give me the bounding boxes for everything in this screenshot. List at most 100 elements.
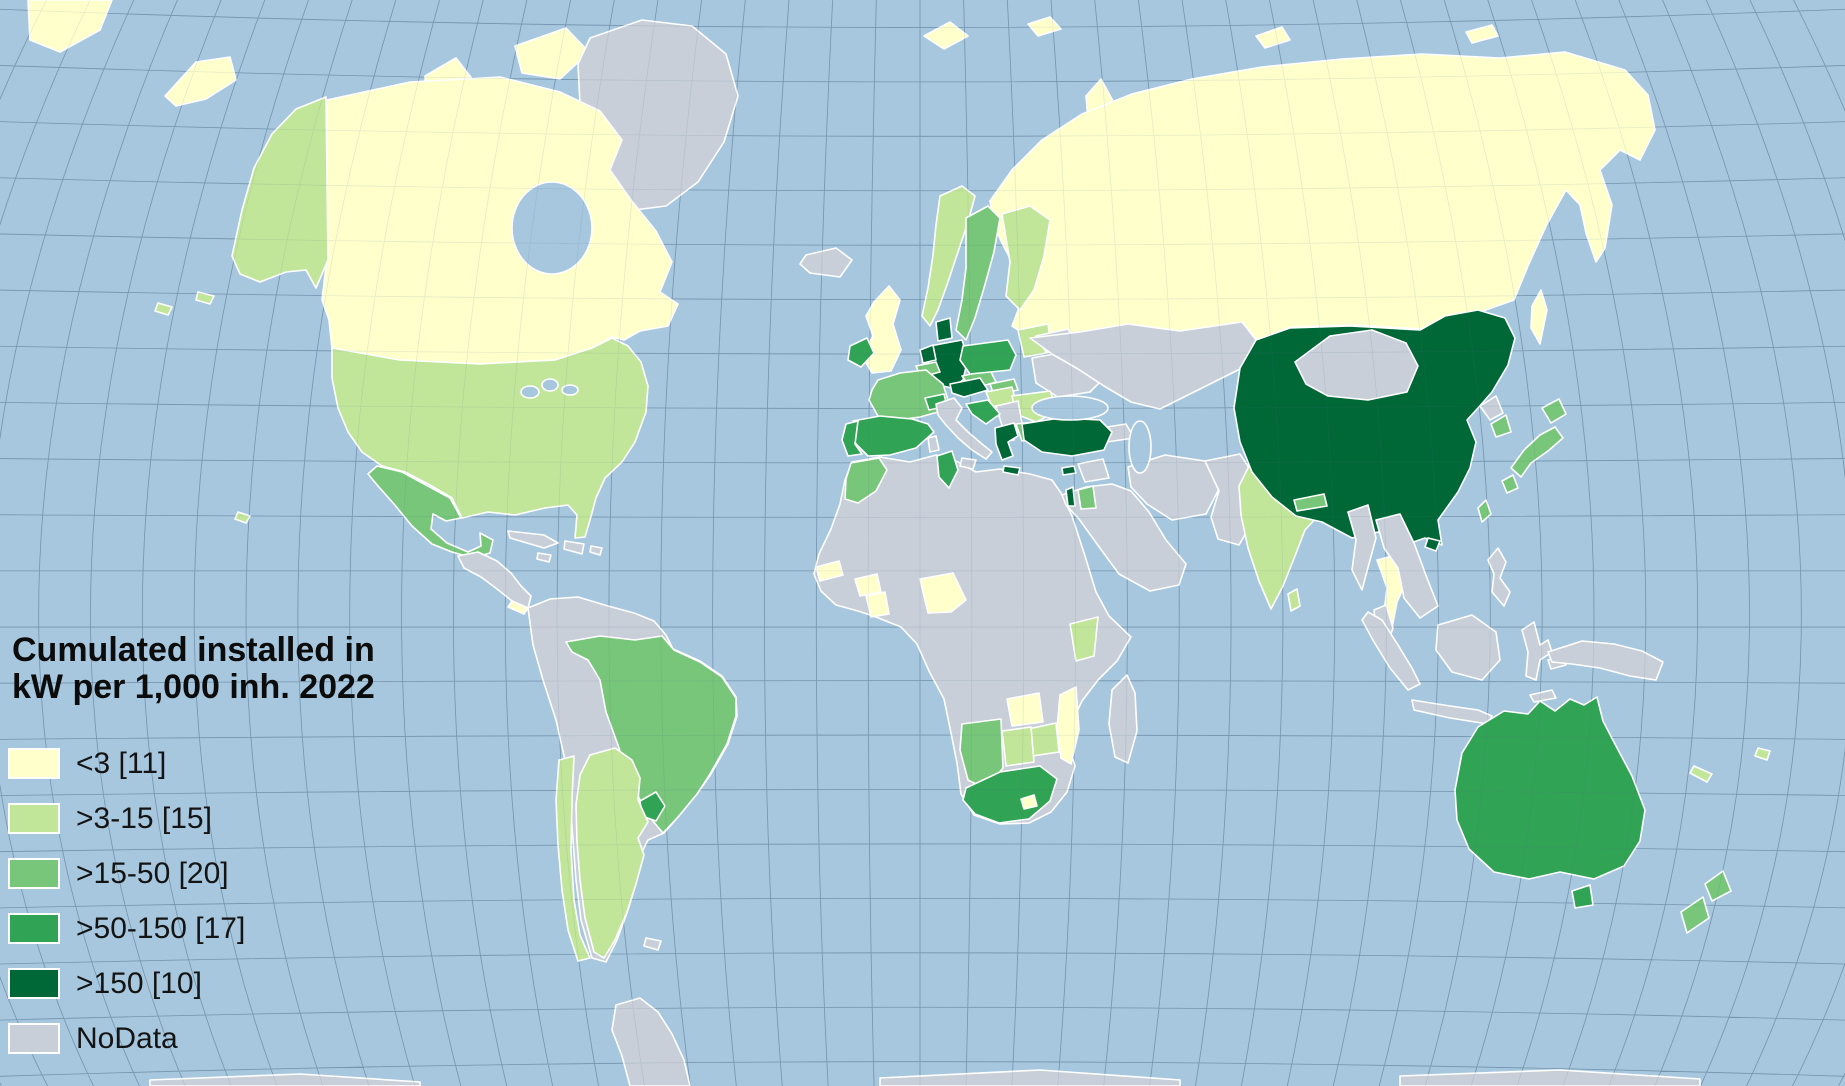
- country-sakhalin: [1530, 289, 1548, 345]
- country-norway: [921, 185, 976, 327]
- legend-label: <3 [11]: [76, 746, 167, 780]
- legend-label: >150 [10]: [76, 966, 202, 1000]
- black-sea: [1031, 395, 1109, 421]
- country-netherlands: [919, 344, 937, 364]
- country-franz-josef-land: [1027, 16, 1062, 37]
- country-senegal: [815, 560, 844, 582]
- legend-item: <3 [11]: [8, 746, 245, 780]
- country-austria: [949, 377, 989, 398]
- legend-label: >3-15 [15]: [76, 801, 212, 835]
- map-title-line2: kW per 1,000 inh. 2022: [12, 668, 375, 706]
- country-south-africa: [962, 765, 1058, 824]
- legend-item: >3-15 [15]: [8, 801, 245, 835]
- region-new-guinea: [1547, 640, 1664, 681]
- country-south-korea: [1490, 414, 1512, 438]
- country-israel: [1065, 486, 1076, 507]
- country-severnaya-zemlya: [1255, 26, 1291, 49]
- country-australia: [1454, 696, 1646, 880]
- country-tasmania: [1571, 884, 1594, 909]
- country-fiji: [1754, 747, 1771, 761]
- legend-label: >50-150 [17]: [76, 911, 246, 945]
- great-lake-2: [541, 378, 559, 392]
- caspian-sea: [1128, 420, 1152, 474]
- country-greece: [994, 422, 1021, 476]
- country-ellesmere-island: [514, 27, 590, 80]
- country-panama: [507, 600, 529, 615]
- country-slovenia-croatia: [965, 399, 1001, 425]
- region-borneo: [1435, 614, 1501, 681]
- country-chukotka-corner: [27, 0, 113, 53]
- country-syria: [1077, 458, 1110, 483]
- lakes-layer: [511, 181, 1152, 474]
- legend-swatch: [8, 1023, 60, 1054]
- great-lake-1: [520, 385, 540, 399]
- country-mongolia: [1294, 329, 1419, 401]
- map-title: Cumulated installed in kW per 1,000 inh.…: [12, 632, 375, 706]
- country-iran: [1127, 454, 1220, 521]
- country-new-siberian-islands: [1465, 24, 1499, 44]
- country-north-korea: [1479, 395, 1504, 421]
- legend-label: NoData: [76, 1021, 178, 1055]
- country-alaska: [154, 96, 329, 316]
- region-kazakhstan-central-asia: [1029, 321, 1258, 410]
- country-zambia: [1006, 692, 1044, 727]
- map-title-line1: Cumulated installed in: [12, 631, 375, 669]
- country-central-america: [457, 551, 532, 609]
- country-nigeria: [919, 572, 967, 614]
- region-indochina: [1375, 513, 1439, 619]
- region-antarctica: [149, 997, 1701, 1086]
- country-sweden: [955, 205, 1001, 341]
- legend-item: >150 [10]: [8, 966, 245, 1000]
- legend-swatch: [8, 858, 60, 889]
- hudson-bay: [511, 181, 593, 275]
- country-philippines: [1487, 547, 1511, 607]
- country-hawaii: [234, 511, 251, 524]
- country-jordan: [1077, 485, 1097, 510]
- legend-swatch: [8, 913, 60, 944]
- country-taiwan: [1477, 499, 1492, 523]
- country-lesotho: [1020, 794, 1038, 810]
- legend-item: >15-50 [20]: [8, 857, 245, 890]
- country-myanmar: [1347, 504, 1377, 591]
- country-falkland-islands: [643, 937, 662, 951]
- country-puerto-rico: [589, 545, 603, 556]
- country-poland: [959, 339, 1017, 375]
- countries-layer: [27, 0, 1771, 1086]
- country-ireland: [847, 337, 875, 368]
- country-brazil: [565, 635, 737, 834]
- legend-swatch: [8, 803, 60, 834]
- country-nepal: [1293, 493, 1328, 512]
- legend-item: NoData: [8, 1021, 245, 1055]
- country-chile: [555, 755, 591, 962]
- country-cuba: [507, 530, 559, 549]
- country-sri-lanka: [1287, 588, 1301, 612]
- country-madagascar: [1108, 674, 1138, 764]
- country-denmark: [935, 317, 953, 342]
- country-portugal: [841, 420, 863, 457]
- country-burkina-faso: [854, 573, 882, 597]
- legend: <3 [11] >3-15 [15] >15-50 [20] >50-150 […: [8, 746, 246, 1078]
- country-jamaica: [536, 552, 552, 563]
- country-finland: [1001, 205, 1051, 311]
- country-st-lawrence-island: [164, 56, 237, 107]
- country-tunisia: [936, 450, 959, 489]
- country-cyprus: [1061, 465, 1077, 476]
- region-middle-east: [1061, 483, 1187, 592]
- region-sulawesi: [1521, 621, 1553, 681]
- country-svalbard: [923, 21, 969, 50]
- country-botswana: [1001, 726, 1035, 767]
- country-hispaniola: [563, 540, 585, 555]
- legend-swatch: [8, 968, 60, 999]
- country-ghana: [865, 591, 890, 618]
- country-morocco: [844, 457, 888, 504]
- country-new-caledonia: [1689, 765, 1713, 783]
- country-kenya: [1069, 616, 1099, 662]
- country-new-zealand: [1680, 870, 1732, 934]
- country-japan: [1501, 398, 1567, 494]
- legend-item: >50-150 [17]: [8, 911, 246, 945]
- legend-swatch: [8, 748, 60, 779]
- country-mexico: [367, 465, 494, 559]
- region-sumatra: [1361, 611, 1421, 691]
